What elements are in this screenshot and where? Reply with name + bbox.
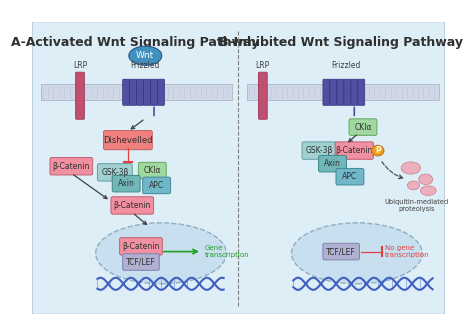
FancyBboxPatch shape — [103, 131, 152, 150]
Text: TCF/LEF: TCF/LEF — [326, 247, 356, 256]
Text: P: P — [375, 146, 381, 155]
FancyBboxPatch shape — [143, 177, 171, 194]
FancyBboxPatch shape — [358, 79, 365, 105]
Text: Frizzled: Frizzled — [331, 60, 360, 70]
Text: A-Activated Wnt Signaling Pathway: A-Activated Wnt Signaling Pathway — [11, 36, 259, 49]
Text: CKIα: CKIα — [144, 166, 161, 175]
Ellipse shape — [372, 145, 384, 156]
FancyBboxPatch shape — [330, 79, 337, 105]
Text: β-Catenin: β-Catenin — [114, 201, 151, 210]
Ellipse shape — [419, 174, 433, 184]
FancyBboxPatch shape — [144, 79, 151, 105]
FancyBboxPatch shape — [351, 79, 358, 105]
FancyBboxPatch shape — [119, 238, 162, 255]
FancyBboxPatch shape — [319, 155, 346, 172]
Text: No gene
transcription: No gene transcription — [385, 245, 429, 258]
FancyBboxPatch shape — [111, 197, 154, 214]
FancyBboxPatch shape — [302, 142, 337, 159]
FancyBboxPatch shape — [336, 168, 364, 185]
FancyBboxPatch shape — [123, 79, 130, 105]
Text: APC: APC — [149, 181, 164, 190]
Text: β-Catenin: β-Catenin — [122, 242, 160, 251]
Text: CKIα: CKIα — [354, 123, 372, 132]
FancyBboxPatch shape — [123, 254, 159, 270]
FancyBboxPatch shape — [258, 72, 267, 119]
Text: LRP: LRP — [73, 60, 87, 70]
Text: Axin: Axin — [118, 179, 135, 188]
Text: GSK-3β: GSK-3β — [306, 146, 333, 155]
Text: β-Catenin: β-Catenin — [53, 162, 90, 171]
Text: Wnt: Wnt — [136, 51, 155, 60]
FancyBboxPatch shape — [344, 79, 351, 105]
Ellipse shape — [129, 46, 162, 65]
FancyBboxPatch shape — [335, 142, 374, 159]
Ellipse shape — [407, 181, 419, 190]
Text: Gene
transcription: Gene transcription — [204, 245, 249, 258]
FancyBboxPatch shape — [337, 79, 344, 105]
FancyBboxPatch shape — [349, 119, 377, 135]
FancyBboxPatch shape — [138, 162, 166, 179]
Text: GSK-3β: GSK-3β — [101, 168, 128, 177]
Text: Dishevelled: Dishevelled — [103, 136, 153, 144]
FancyBboxPatch shape — [247, 84, 439, 100]
Ellipse shape — [96, 223, 226, 284]
FancyBboxPatch shape — [323, 79, 330, 105]
Text: APC: APC — [342, 172, 357, 181]
FancyBboxPatch shape — [130, 79, 137, 105]
FancyBboxPatch shape — [137, 79, 144, 105]
Text: B-Inhibited Wnt Signaling Pathway: B-Inhibited Wnt Signaling Pathway — [219, 36, 463, 49]
FancyBboxPatch shape — [112, 175, 140, 192]
FancyBboxPatch shape — [323, 243, 359, 260]
FancyBboxPatch shape — [41, 84, 232, 100]
Ellipse shape — [292, 223, 422, 284]
FancyBboxPatch shape — [76, 72, 84, 119]
FancyBboxPatch shape — [157, 79, 164, 105]
FancyBboxPatch shape — [98, 164, 132, 181]
Text: TCF/LEF: TCF/LEF — [126, 257, 156, 266]
Text: Ubiquitin-mediated
proteolysis: Ubiquitin-mediated proteolysis — [385, 199, 449, 212]
Text: LRP: LRP — [256, 60, 270, 70]
Text: Frizzled: Frizzled — [131, 60, 160, 70]
Text: β-Catenin: β-Catenin — [336, 146, 373, 155]
Text: Axin: Axin — [324, 159, 341, 168]
Ellipse shape — [401, 162, 420, 174]
Ellipse shape — [420, 186, 436, 196]
FancyBboxPatch shape — [32, 22, 445, 314]
FancyBboxPatch shape — [151, 79, 157, 105]
FancyBboxPatch shape — [50, 158, 92, 175]
